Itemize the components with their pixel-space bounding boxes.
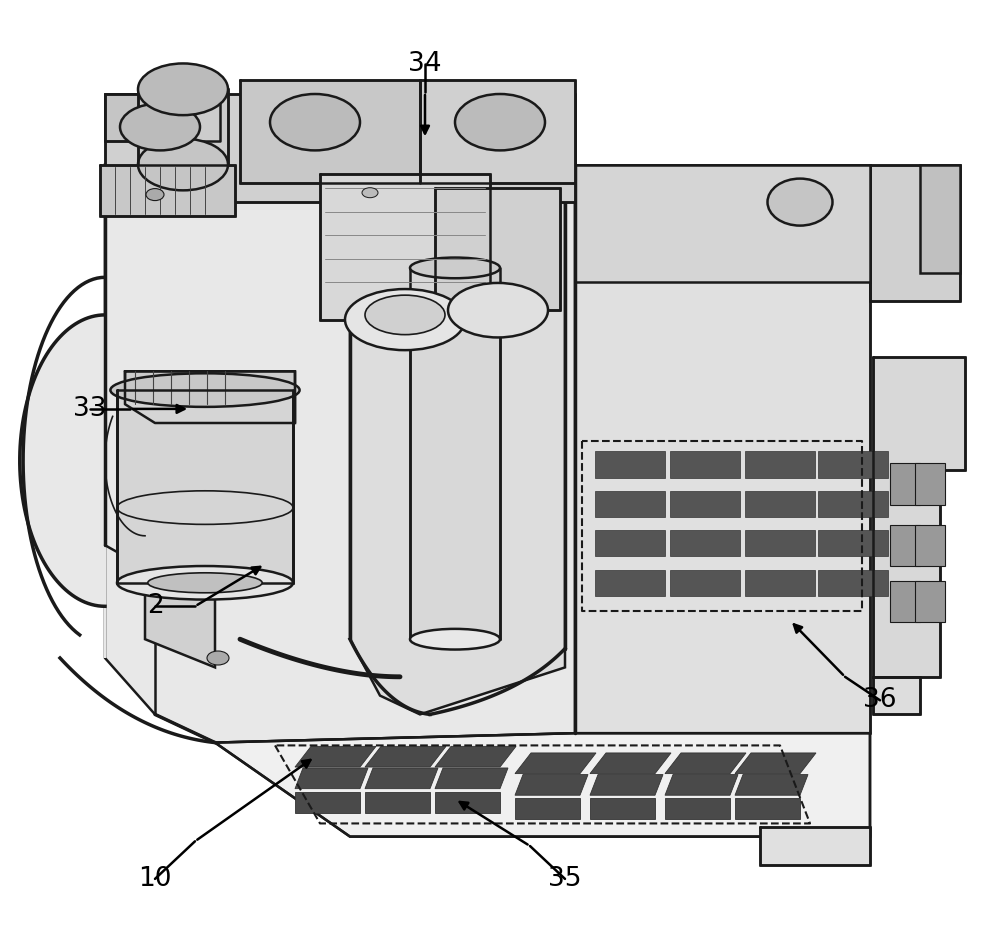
Polygon shape [735, 798, 800, 819]
Ellipse shape [148, 572, 262, 593]
Polygon shape [745, 530, 815, 556]
Polygon shape [595, 570, 665, 596]
Polygon shape [515, 798, 580, 819]
Polygon shape [350, 164, 565, 714]
Polygon shape [105, 94, 220, 141]
Polygon shape [240, 80, 420, 183]
Polygon shape [590, 753, 671, 774]
Polygon shape [665, 775, 738, 795]
Polygon shape [105, 164, 575, 743]
Text: 33: 33 [73, 396, 107, 422]
Ellipse shape [365, 295, 445, 335]
Polygon shape [365, 768, 438, 789]
Polygon shape [295, 746, 376, 767]
Ellipse shape [768, 179, 832, 226]
Text: 2: 2 [147, 593, 163, 619]
Polygon shape [435, 746, 516, 767]
Polygon shape [670, 570, 740, 596]
Polygon shape [870, 164, 960, 301]
Ellipse shape [110, 373, 300, 407]
Polygon shape [818, 530, 888, 556]
Polygon shape [915, 463, 945, 505]
Polygon shape [295, 768, 368, 789]
Polygon shape [595, 451, 665, 478]
Polygon shape [20, 164, 105, 658]
Ellipse shape [207, 651, 229, 665]
Ellipse shape [120, 103, 200, 150]
Polygon shape [665, 798, 730, 819]
Polygon shape [915, 581, 945, 622]
Polygon shape [410, 268, 500, 639]
Text: 10: 10 [138, 866, 172, 892]
Ellipse shape [410, 629, 500, 650]
Polygon shape [320, 174, 490, 320]
Ellipse shape [146, 189, 164, 200]
Polygon shape [595, 530, 665, 556]
Ellipse shape [117, 566, 293, 600]
Polygon shape [735, 775, 808, 795]
Polygon shape [295, 792, 360, 813]
Text: 34: 34 [408, 51, 442, 77]
Polygon shape [100, 164, 235, 216]
Polygon shape [105, 94, 575, 202]
Polygon shape [890, 463, 920, 505]
Polygon shape [818, 451, 888, 478]
Polygon shape [125, 371, 295, 423]
Text: 35: 35 [548, 866, 582, 892]
Polygon shape [818, 491, 888, 517]
Polygon shape [435, 792, 500, 813]
Polygon shape [920, 164, 960, 273]
Polygon shape [670, 451, 740, 478]
Polygon shape [590, 775, 663, 795]
Ellipse shape [138, 63, 228, 116]
Polygon shape [515, 775, 588, 795]
Polygon shape [735, 753, 816, 774]
Polygon shape [575, 164, 870, 282]
Polygon shape [745, 451, 815, 478]
Ellipse shape [138, 139, 228, 191]
Polygon shape [873, 357, 965, 677]
Polygon shape [873, 677, 920, 714]
Polygon shape [435, 768, 508, 789]
Ellipse shape [345, 290, 465, 351]
Polygon shape [745, 491, 815, 517]
Polygon shape [145, 395, 215, 667]
Polygon shape [365, 792, 430, 813]
Polygon shape [670, 530, 740, 556]
Polygon shape [760, 827, 870, 865]
Polygon shape [818, 570, 888, 596]
Polygon shape [215, 733, 870, 837]
Polygon shape [665, 753, 746, 774]
Polygon shape [138, 89, 228, 164]
Ellipse shape [455, 94, 545, 150]
Ellipse shape [270, 94, 360, 150]
Polygon shape [515, 753, 596, 774]
Ellipse shape [410, 258, 500, 278]
Polygon shape [670, 491, 740, 517]
Polygon shape [575, 164, 870, 733]
Polygon shape [365, 746, 446, 767]
Polygon shape [420, 80, 575, 183]
Polygon shape [435, 188, 560, 310]
Text: 36: 36 [863, 687, 897, 713]
Polygon shape [915, 525, 945, 566]
Polygon shape [745, 570, 815, 596]
Ellipse shape [448, 283, 548, 337]
Polygon shape [595, 491, 665, 517]
Ellipse shape [362, 188, 378, 197]
Polygon shape [117, 390, 293, 583]
Polygon shape [590, 798, 655, 819]
Polygon shape [890, 525, 920, 566]
Polygon shape [890, 581, 920, 622]
